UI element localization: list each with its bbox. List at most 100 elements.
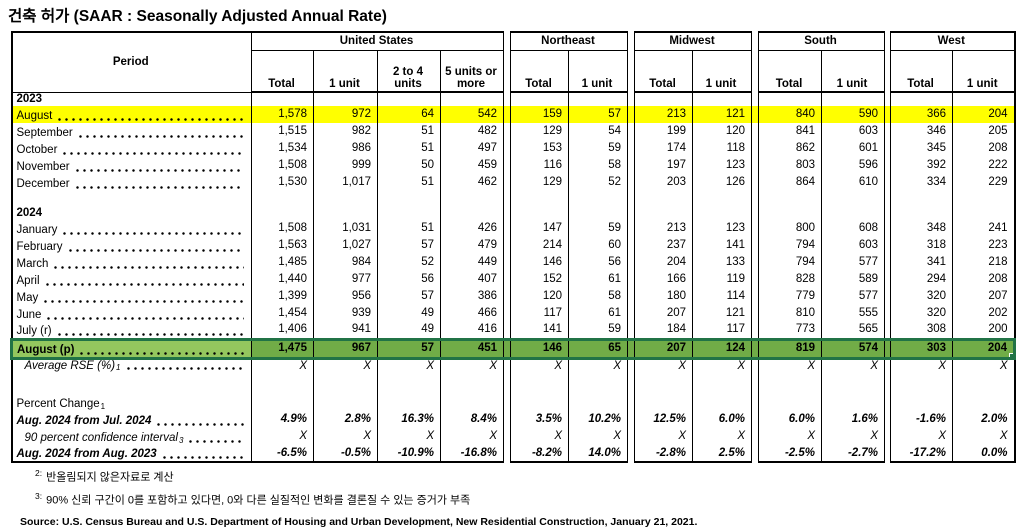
value-cell[interactable]: 459 xyxy=(440,157,504,174)
period-cell[interactable]: October xyxy=(10,140,252,157)
column-header-1-unit[interactable]: 1 unit xyxy=(568,49,628,93)
value-cell[interactable]: 577 xyxy=(820,288,886,305)
value-cell[interactable]: 864 xyxy=(758,174,822,191)
value-cell[interactable] xyxy=(568,395,628,411)
value-cell[interactable]: -17.2% xyxy=(890,445,954,463)
value-cell[interactable]: 153 xyxy=(510,140,569,157)
period-cell[interactable]: March xyxy=(10,254,252,271)
value-cell[interactable]: 120 xyxy=(510,288,569,305)
column-header-total[interactable]: Total xyxy=(634,49,693,93)
value-cell[interactable]: 52 xyxy=(377,254,441,271)
value-cell[interactable] xyxy=(440,191,504,206)
value-cell[interactable]: 1,475 xyxy=(251,337,314,360)
value-cell[interactable] xyxy=(510,206,569,220)
value-cell[interactable]: 61 xyxy=(568,305,628,322)
value-cell[interactable]: 16.3% xyxy=(377,411,441,428)
value-cell[interactable] xyxy=(313,92,378,106)
value-cell[interactable] xyxy=(758,380,822,395)
value-cell[interactable]: X xyxy=(634,428,693,445)
period-cell[interactable]: December xyxy=(10,174,252,191)
period-cell[interactable]: Percent Change 1 xyxy=(10,395,252,411)
value-cell[interactable] xyxy=(377,380,441,395)
value-cell[interactable]: X xyxy=(510,428,569,445)
value-cell[interactable]: 1,534 xyxy=(251,140,314,157)
value-cell[interactable]: 222 xyxy=(952,157,1016,174)
value-cell[interactable] xyxy=(952,191,1016,206)
group-header-united-states[interactable]: United States xyxy=(251,31,504,51)
value-cell[interactable] xyxy=(890,206,954,220)
value-cell[interactable]: 999 xyxy=(313,157,378,174)
value-cell[interactable] xyxy=(634,191,693,206)
period-cell[interactable]: September xyxy=(10,123,252,140)
value-cell[interactable]: 61 xyxy=(568,271,628,288)
value-cell[interactable] xyxy=(692,395,752,411)
value-cell[interactable]: 416 xyxy=(440,322,504,339)
value-cell[interactable]: 205 xyxy=(952,123,1016,140)
value-cell[interactable]: 590 xyxy=(820,106,886,123)
column-header-total[interactable]: Total xyxy=(758,49,822,93)
value-cell[interactable]: 114 xyxy=(692,288,752,305)
value-cell[interactable]: 56 xyxy=(377,271,441,288)
period-cell[interactable]: July (r) xyxy=(10,322,252,339)
value-cell[interactable]: 208 xyxy=(952,140,1016,157)
value-cell[interactable]: -0.5% xyxy=(313,445,378,463)
value-cell[interactable]: 50 xyxy=(377,157,441,174)
period-cell[interactable]: June xyxy=(10,305,252,322)
value-cell[interactable]: 794 xyxy=(758,237,822,254)
value-cell[interactable]: 141 xyxy=(510,322,569,339)
value-cell[interactable]: X xyxy=(440,358,504,380)
value-cell[interactable] xyxy=(251,92,314,106)
value-cell[interactable] xyxy=(820,395,886,411)
value-cell[interactable] xyxy=(568,206,628,220)
group-header-midwest[interactable]: Midwest xyxy=(634,31,752,51)
value-cell[interactable] xyxy=(820,380,886,395)
value-cell[interactable] xyxy=(890,380,954,395)
value-cell[interactable]: 482 xyxy=(440,123,504,140)
value-cell[interactable] xyxy=(510,92,569,106)
value-cell[interactable]: 207 xyxy=(952,288,1016,305)
period-cell[interactable]: November xyxy=(10,157,252,174)
value-cell[interactable]: X xyxy=(692,358,752,380)
value-cell[interactable]: 386 xyxy=(440,288,504,305)
value-cell[interactable] xyxy=(890,395,954,411)
value-cell[interactable] xyxy=(313,191,378,206)
period-cell[interactable]: 2023 xyxy=(10,92,252,106)
value-cell[interactable]: 166 xyxy=(634,271,693,288)
column-header-1-unit[interactable]: 1 unit xyxy=(820,49,886,93)
value-cell[interactable] xyxy=(510,395,569,411)
column-header-1-unit[interactable]: 1 unit xyxy=(313,49,378,93)
period-column-header[interactable]: Period xyxy=(10,31,252,93)
value-cell[interactable]: 574 xyxy=(820,337,886,360)
value-cell[interactable]: 117 xyxy=(510,305,569,322)
value-cell[interactable]: 294 xyxy=(890,271,954,288)
value-cell[interactable]: X xyxy=(510,358,569,380)
value-cell[interactable] xyxy=(820,206,886,220)
period-cell[interactable]: Average RSE (%) 1 xyxy=(10,358,252,380)
value-cell[interactable]: X xyxy=(820,428,886,445)
value-cell[interactable]: -6.5% xyxy=(251,445,314,463)
value-cell[interactable]: 197 xyxy=(634,157,693,174)
value-cell[interactable]: 59 xyxy=(568,220,628,237)
value-cell[interactable]: 320 xyxy=(890,288,954,305)
value-cell[interactable]: 204 xyxy=(952,337,1017,360)
value-cell[interactable]: X xyxy=(568,358,628,380)
value-cell[interactable]: 124 xyxy=(692,337,752,360)
value-cell[interactable]: 56 xyxy=(568,254,628,271)
value-cell[interactable]: 819 xyxy=(758,337,822,360)
value-cell[interactable]: 589 xyxy=(820,271,886,288)
value-cell[interactable]: 200 xyxy=(952,322,1016,339)
value-cell[interactable]: 366 xyxy=(890,106,954,123)
value-cell[interactable]: 214 xyxy=(510,237,569,254)
value-cell[interactable]: 1,530 xyxy=(251,174,314,191)
value-cell[interactable]: 159 xyxy=(510,106,569,123)
value-cell[interactable]: 180 xyxy=(634,288,693,305)
period-cell[interactable]: Aug. 2024 from Aug. 2023 xyxy=(10,445,252,463)
value-cell[interactable]: X xyxy=(890,358,954,380)
value-cell[interactable]: 1,485 xyxy=(251,254,314,271)
column-header-total[interactable]: Total xyxy=(251,49,314,93)
value-cell[interactable]: 126 xyxy=(692,174,752,191)
value-cell[interactable]: 129 xyxy=(510,174,569,191)
value-cell[interactable]: 1.6% xyxy=(820,411,886,428)
value-cell[interactable]: 59 xyxy=(568,322,628,339)
value-cell[interactable]: 1,454 xyxy=(251,305,314,322)
